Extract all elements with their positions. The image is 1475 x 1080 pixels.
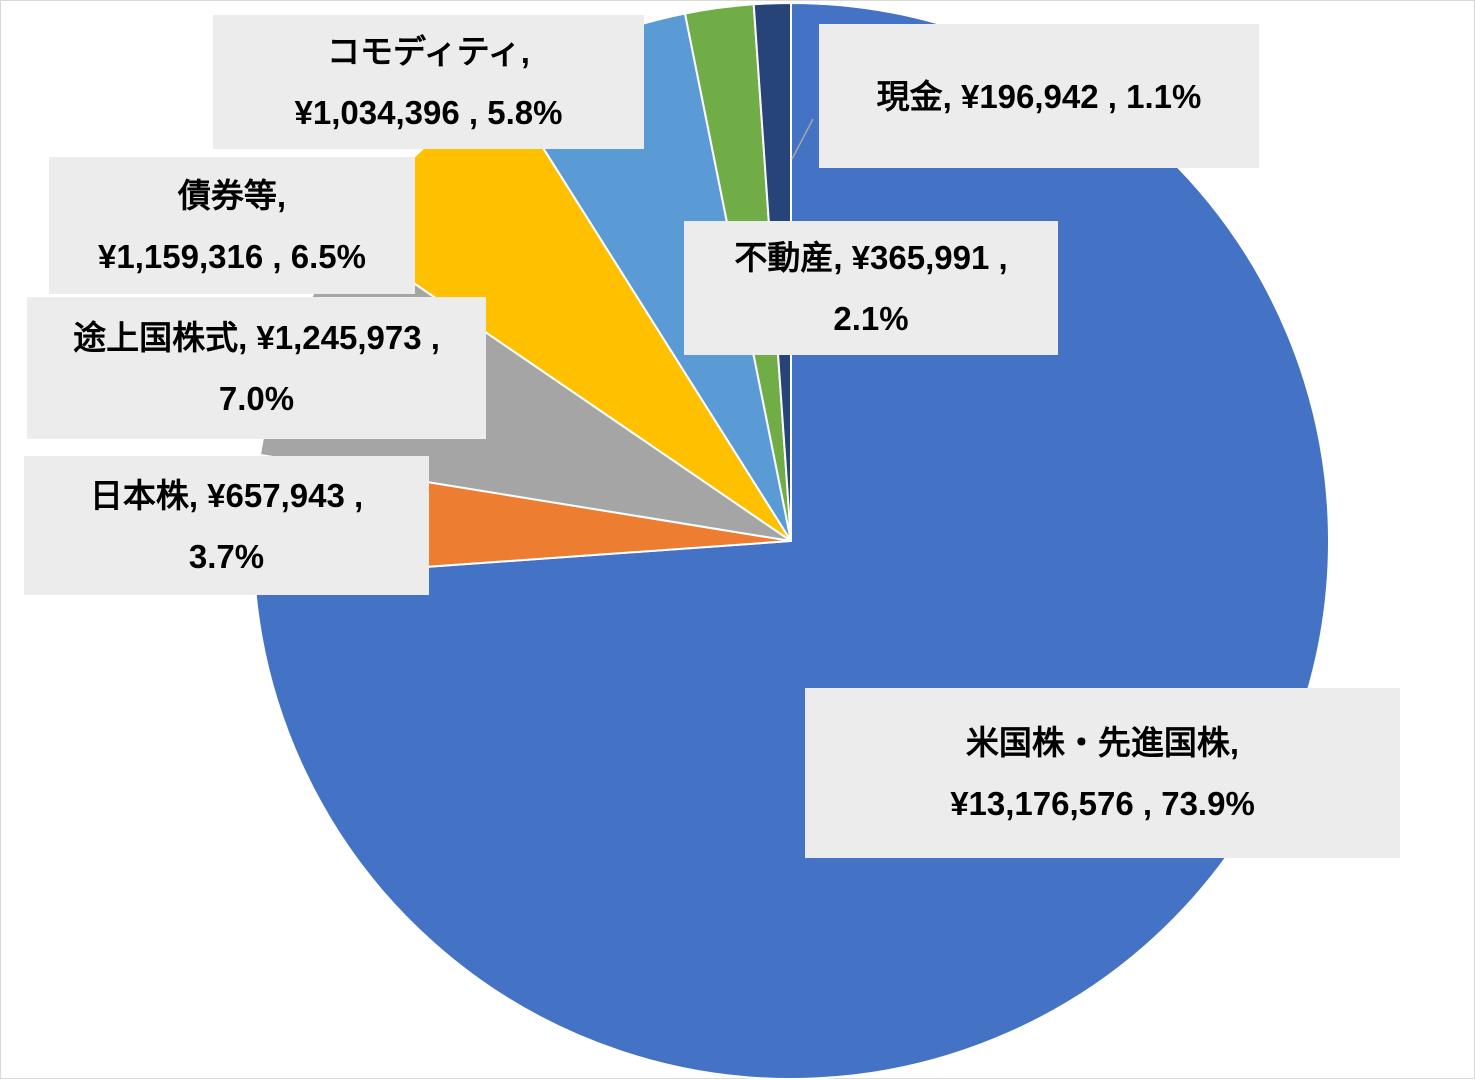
label-real-estate-line2: 2.1% [833, 300, 909, 337]
label-cash-line1: 現金, ¥196,942 , 1.1% [876, 77, 1202, 115]
label-japan-stocks-line2: 3.7% [188, 537, 265, 575]
label-us-developed-stocks-line1: 米国株・先進国株, [965, 724, 1240, 761]
label-commodity-line1: コモディティ, [327, 33, 530, 70]
label-bonds: 債券等, ¥1,159,316 , 6.5% [49, 157, 415, 294]
label-japan-stocks: 日本株, ¥657,943 , 3.7% [24, 456, 429, 595]
label-japan-stocks-line1: 日本株, ¥657,943 , [89, 476, 364, 514]
label-real-estate: 不動産, ¥365,991 , 2.1% [684, 221, 1058, 355]
label-us-developed-stocks-line2: ¥13,176,576 , 73.9% [950, 785, 1255, 822]
label-bonds-line1: 債券等, [177, 176, 287, 214]
label-bonds-line2: ¥1,159,316 , 6.5% [98, 237, 366, 275]
label-cash: 現金, ¥196,942 , 1.1% [819, 24, 1259, 168]
label-commodity: コモディティ, ¥1,034,396 , 5.8% [213, 15, 644, 149]
label-emerging-stocks-line2: 7.0% [218, 380, 295, 417]
cash-leader-line [791, 118, 814, 160]
label-emerging-stocks: 途上国株式, ¥1,245,973 , 7.0% [27, 297, 486, 439]
label-commodity-line2: ¥1,034,396 , 5.8% [294, 94, 563, 131]
label-us-developed-stocks: 米国株・先進国株, ¥13,176,576 , 73.9% [805, 688, 1400, 858]
label-emerging-stocks-line1: 途上国株式, ¥1,245,973 , [73, 319, 440, 356]
label-real-estate-line1: 不動産, ¥365,991 , [734, 239, 1008, 276]
